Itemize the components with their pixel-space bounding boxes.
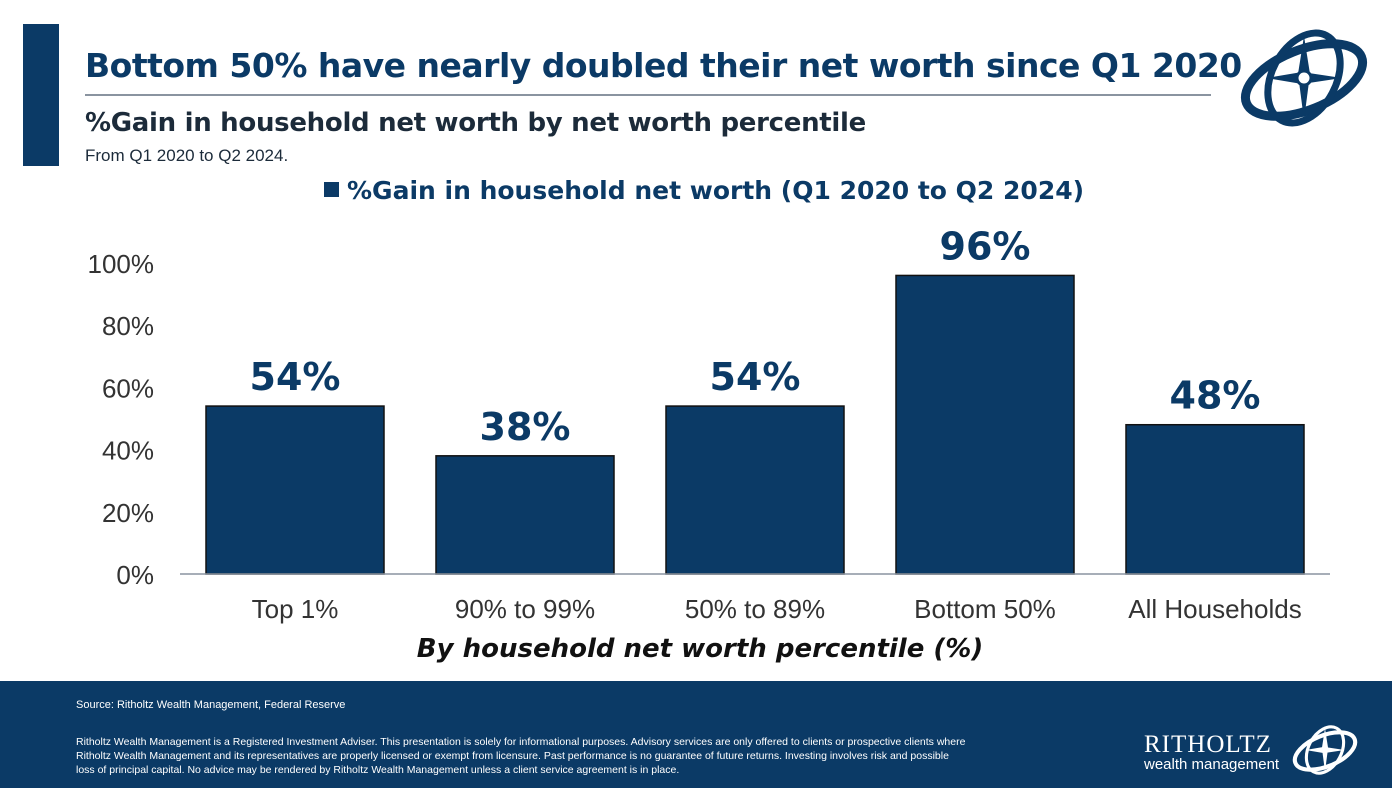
date-range-note: From Q1 2020 to Q2 2024.: [85, 146, 289, 165]
brand-tagline: wealth management: [1144, 756, 1280, 773]
disclaimer-text: Ritholtz Wealth Management is a Register…: [76, 736, 966, 776]
y-tick-label: 80%: [102, 311, 154, 341]
bar-value-label: 54%: [710, 355, 801, 399]
brand-name: RITHOLTZ: [1144, 731, 1272, 758]
bar: [895, 274, 1075, 575]
y-axis: 0% 20% 40% 60% 80% 100%: [88, 249, 155, 590]
bars: [205, 274, 1305, 575]
bar: [435, 455, 615, 575]
bar: [1125, 423, 1305, 575]
x-tick-label: All Households: [1128, 594, 1301, 624]
y-tick-label: 60%: [102, 373, 154, 403]
y-tick-label: 0%: [116, 560, 154, 590]
legend-label: %Gain in household net worth (Q1 2020 to…: [347, 176, 1084, 205]
x-axis-title: By household net worth percentile (%): [417, 634, 983, 664]
footer: Source: Ritholtz Wealth Management, Fede…: [0, 681, 1392, 788]
bar-value-label: 48%: [1170, 374, 1261, 418]
bar-data-labels: 54% 38% 54% 96% 48%: [250, 224, 1261, 448]
x-tick-label: 90% to 99%: [455, 594, 595, 624]
source-note: Source: Ritholtz Wealth Management, Fede…: [76, 699, 346, 711]
y-tick-label: 100%: [88, 249, 155, 279]
compass-globe-logo-icon: [1292, 725, 1358, 775]
chart-subtitle: %Gain in household net worth by net wort…: [85, 108, 866, 138]
chart-legend: %Gain in household net worth (Q1 2020 to…: [324, 176, 1084, 205]
bar: [205, 405, 385, 575]
x-tick-label: Top 1%: [252, 594, 339, 624]
bar-value-label: 96%: [940, 224, 1031, 268]
bar: [665, 405, 845, 575]
title-divider: [85, 94, 1211, 96]
x-tick-label: 50% to 89%: [685, 594, 825, 624]
accent-bar: [23, 24, 59, 166]
page-title: Bottom 50% have nearly doubled their net…: [85, 46, 1242, 85]
y-tick-label: 20%: [102, 498, 154, 528]
legend-swatch: [324, 182, 339, 197]
x-axis: Top 1% 90% to 99% 50% to 89% Bottom 50% All …: [252, 594, 1302, 624]
bar-chart: %Gain in household net worth (Q1 2020 to…: [88, 176, 1330, 664]
bar-value-label: 38%: [480, 405, 571, 449]
y-tick-label: 40%: [102, 436, 154, 466]
x-tick-label: Bottom 50%: [914, 594, 1056, 624]
compass-globe-logo-icon: [1240, 29, 1368, 127]
bar-value-label: 54%: [250, 355, 341, 399]
